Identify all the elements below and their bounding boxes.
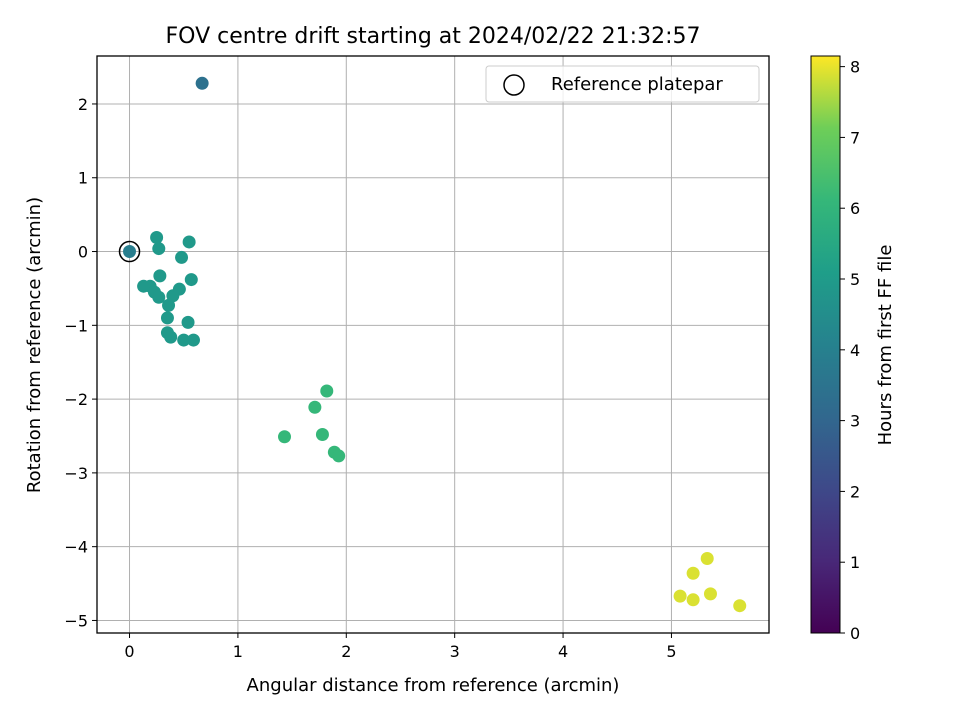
data-point: [152, 290, 166, 304]
data-point: [123, 245, 137, 259]
colorbar-tick-label: 0: [850, 624, 860, 643]
reference-marker-layer: [118, 240, 141, 263]
y-tick-label: 0: [78, 243, 88, 262]
reference-platepar-marker: [118, 240, 141, 263]
x-tick-label: 4: [558, 642, 568, 661]
data-point: [184, 273, 198, 287]
y-tick-label: −4: [64, 538, 88, 557]
data-point: [172, 282, 186, 296]
data-point: [177, 333, 191, 347]
data-point: [673, 589, 687, 603]
data-point: [686, 566, 700, 580]
x-tick-label: 3: [450, 642, 460, 661]
data-point: [175, 250, 189, 264]
colorbar-tick-label: 6: [850, 199, 860, 218]
x-axis-label: Angular distance from reference (arcmin): [247, 675, 620, 696]
data-point: [332, 449, 346, 463]
data-point: [278, 430, 292, 444]
x-axis-ticks: 0 1 2 3 4 5: [124, 633, 677, 661]
y-axis-label: Rotation from reference (arcmin): [24, 197, 45, 493]
y-tick-label: 2: [78, 95, 88, 114]
data-point: [733, 599, 747, 613]
legend-box: [485, 65, 760, 103]
data-point: [160, 311, 174, 325]
data-point: [700, 551, 714, 565]
data-point: [308, 400, 322, 414]
colorbar-gradient: [810, 55, 841, 634]
y-tick-label: −3: [64, 464, 88, 483]
colorbar-tick-label: 8: [850, 58, 860, 77]
colorbar-tick-label: 1: [850, 553, 860, 572]
x-tick-label: 5: [666, 642, 676, 661]
scatter-points: [123, 76, 747, 613]
data-point: [164, 330, 178, 344]
colorbar-tick-label: 3: [850, 412, 860, 431]
data-point: [195, 76, 209, 90]
colorbar-tick-label: 2: [850, 482, 860, 501]
x-tick-label: 2: [341, 642, 351, 661]
legend-label-reference: Reference platepar: [551, 74, 723, 95]
x-tick-label: 1: [233, 642, 243, 661]
legend: Reference platepar: [485, 65, 760, 103]
data-point: [153, 269, 167, 283]
data-point: [150, 231, 164, 245]
y-tick-label: −1: [64, 316, 88, 335]
colorbar-tick-label: 7: [850, 128, 860, 147]
data-point: [315, 428, 329, 442]
data-point: [703, 587, 717, 601]
y-tick-label: −5: [64, 611, 88, 630]
colorbar-ticks: 0 1 2 3 4 5 6 7 8: [840, 58, 860, 643]
colorbar-tick-label: 5: [850, 270, 860, 289]
data-point: [182, 235, 196, 249]
plot-frame: [96, 55, 770, 634]
data-point: [686, 593, 700, 607]
y-tick-label: −2: [64, 390, 88, 409]
legend-marker-reference: [503, 74, 525, 96]
x-tick-label: 0: [124, 642, 134, 661]
data-point: [152, 242, 166, 256]
chart-title: FOV centre drift starting at 2024/02/22 …: [166, 24, 701, 49]
data-point: [181, 315, 195, 329]
data-point: [162, 298, 176, 312]
grid-lines: [97, 56, 769, 633]
data-point: [320, 384, 334, 398]
data-point: [186, 333, 200, 347]
colorbar-label: Hours from first FF file: [875, 245, 896, 446]
y-axis-ticks: −5 −4 −3 −2 −1 0 1 2: [64, 95, 97, 630]
y-tick-label: 1: [78, 169, 88, 188]
colorbar-tick-label: 4: [850, 341, 860, 360]
colorbar: 0 1 2 3 4 5 6 7 8 Hours from first FF file: [810, 55, 896, 643]
